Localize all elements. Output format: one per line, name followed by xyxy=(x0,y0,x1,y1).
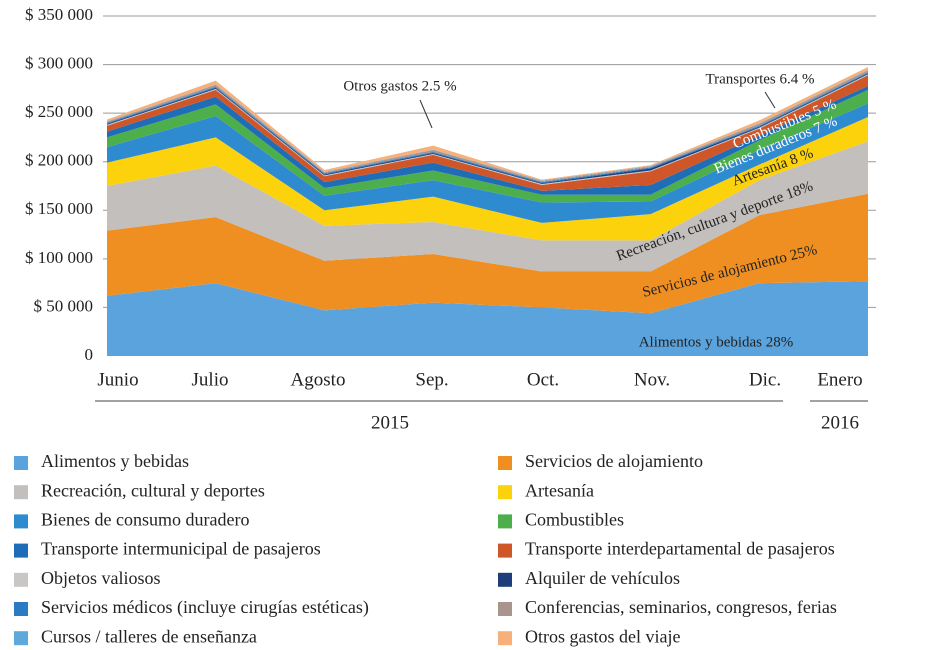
area xyxy=(107,117,868,241)
legend-label: Artesanía xyxy=(525,480,594,500)
area xyxy=(107,103,868,223)
legend-swatch xyxy=(14,456,28,470)
y-tick-label: $ 150 000 xyxy=(25,199,93,218)
x-tick-label: Agosto xyxy=(291,369,346,390)
legend-swatch xyxy=(498,456,512,470)
legend-label: Servicios de alojamiento xyxy=(525,451,703,471)
annotation: Transportes 6.4 % xyxy=(705,71,814,87)
legend-swatch xyxy=(14,485,28,500)
x-tick-label: Dic. xyxy=(749,369,781,390)
legend-swatch xyxy=(14,543,28,558)
group-label: 2016 xyxy=(821,412,859,433)
legend-label: Servicios médicos (incluye cirugías esté… xyxy=(41,597,369,618)
x-tick-label: Nov. xyxy=(634,369,670,390)
legend-swatch xyxy=(498,514,512,529)
x-tick-label: Enero xyxy=(817,369,862,390)
x-tick-label: Julio xyxy=(192,369,229,390)
legend-swatch xyxy=(498,543,512,558)
annotation-arrow xyxy=(764,91,776,109)
y-tick-label: $ 350 000 xyxy=(25,5,93,24)
legend-label: Transporte intermunicipal de pasajeros xyxy=(41,539,321,559)
area xyxy=(107,75,868,191)
area xyxy=(107,89,868,203)
annotation: Otros gastos 2.5 % xyxy=(343,78,456,94)
y-tick-label: $ 200 000 xyxy=(25,151,93,170)
legend-label: Conferencias, seminarios, congresos, fer… xyxy=(525,597,837,617)
legend-label: Alimentos y bebidas xyxy=(41,451,189,471)
legend-swatch xyxy=(498,602,512,616)
legend-swatch xyxy=(14,631,28,646)
legend-swatch xyxy=(14,572,28,587)
legend-label: Objetos valiosos xyxy=(41,568,161,588)
legend-label: Combustibles xyxy=(525,510,624,530)
group-label: 2015 xyxy=(371,412,409,433)
legend-swatch xyxy=(498,572,512,587)
annotation: Alimentos y bebidas 28% xyxy=(639,334,794,350)
y-tick-label: $ 100 000 xyxy=(25,248,93,267)
area xyxy=(107,193,868,314)
legend-swatch xyxy=(14,602,28,616)
legend-label: Alquiler de vehículos xyxy=(525,568,680,588)
y-tick-label: 0 xyxy=(85,345,94,364)
y-tick-label: $ 250 000 xyxy=(25,102,93,121)
x-tick-label: Oct. xyxy=(527,369,559,390)
legend-swatch xyxy=(498,485,512,500)
legend-swatch xyxy=(498,631,512,646)
area xyxy=(107,281,868,356)
legend-label: Recreación, cultural y deportes xyxy=(41,480,265,500)
x-tick-label: Junio xyxy=(97,369,138,390)
annotation-arrow xyxy=(419,99,433,129)
x-tick-label: Sep. xyxy=(415,369,448,390)
y-tick-label: $ 300 000 xyxy=(25,53,93,72)
y-tick-label: $ 50 000 xyxy=(34,296,94,315)
legend-label: Otros gastos del viaje xyxy=(525,626,680,646)
legend-label: Bienes de consumo duradero xyxy=(41,510,249,530)
legend-label: Cursos / talleres de enseñanza xyxy=(41,626,257,646)
legend-swatch xyxy=(14,514,28,529)
area xyxy=(107,141,868,272)
legend-label: Transporte interdepartamental de pasajer… xyxy=(525,539,835,559)
